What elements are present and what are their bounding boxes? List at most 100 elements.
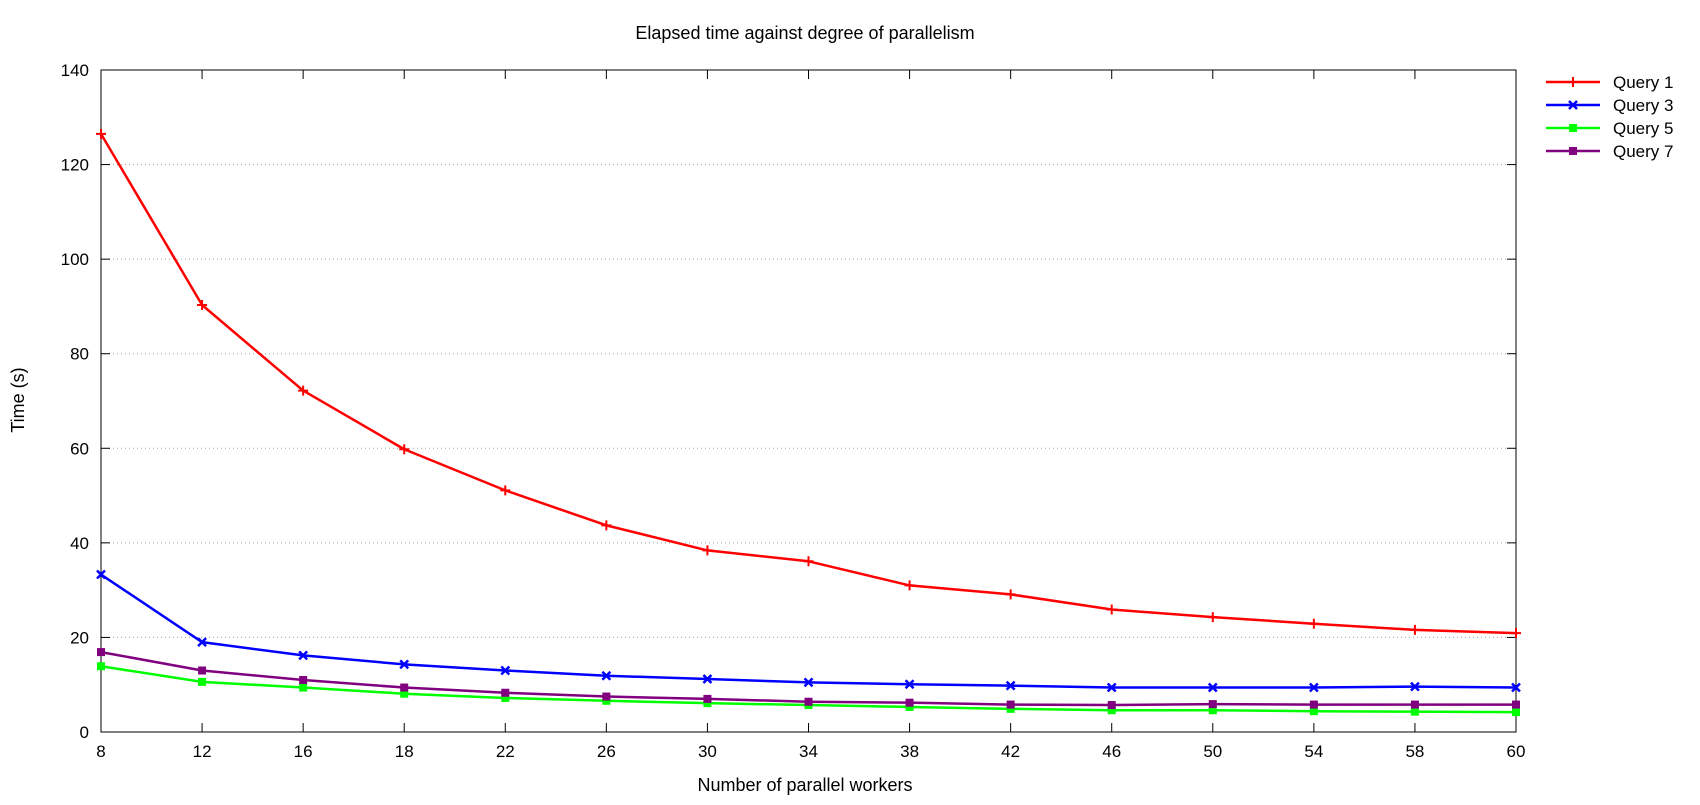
grid-lines (101, 164, 1516, 638)
y-tick-label: 0 (80, 723, 89, 742)
y-tick-label: 20 (70, 628, 89, 647)
point-marker (501, 688, 510, 697)
x-tick-label: 60 (1507, 742, 1526, 761)
point-marker (1410, 707, 1419, 716)
x-tick-label: 16 (294, 742, 313, 761)
x-tick-label: 46 (1102, 742, 1121, 761)
point-marker (803, 677, 814, 688)
point-marker (399, 659, 410, 670)
plot-border (100, 69, 1517, 733)
legend-item-query-7: Query 7 (1546, 142, 1673, 161)
y-tick-label: 120 (61, 156, 89, 175)
x-tick-label: 30 (698, 742, 717, 761)
point-marker (803, 556, 814, 567)
legend-label: Query 1 (1613, 73, 1673, 92)
point-marker (1106, 604, 1117, 615)
point-marker (198, 677, 207, 686)
series-line (100, 573, 1517, 689)
point-marker (602, 692, 611, 701)
point-marker (1005, 680, 1016, 691)
point-marker (1410, 700, 1419, 709)
x-tick-label: 26 (597, 742, 616, 761)
series-query-5 (97, 662, 1520, 717)
x-tick-label: 50 (1203, 742, 1222, 761)
point-marker (1207, 682, 1218, 693)
point-marker (1005, 589, 1016, 600)
point-marker (1308, 682, 1319, 693)
point-marker (1569, 124, 1577, 132)
point-marker (298, 385, 309, 396)
point-marker (1106, 682, 1117, 693)
chart-title: Elapsed time against degree of paralleli… (635, 23, 974, 43)
point-marker (298, 650, 309, 661)
y-tick-label: 100 (61, 250, 89, 269)
x-tick-label: 54 (1304, 742, 1323, 761)
series-query-1 (96, 128, 1521, 639)
point-marker (1006, 700, 1015, 709)
point-marker (703, 694, 712, 703)
point-marker (97, 662, 105, 671)
point-marker (197, 637, 207, 648)
y-tick-label: 140 (61, 61, 89, 80)
point-marker (1207, 612, 1218, 623)
series-query-3 (96, 569, 1521, 693)
point-marker (1511, 628, 1521, 639)
point-marker (400, 689, 409, 698)
point-marker (1512, 708, 1520, 717)
legend-label: Query 7 (1613, 142, 1673, 161)
point-marker (96, 128, 106, 139)
x-tick-label: 22 (496, 742, 515, 761)
point-marker (500, 665, 511, 676)
point-marker (1568, 100, 1578, 110)
x-tick-label: 38 (900, 742, 919, 761)
point-marker (1569, 147, 1577, 155)
x-axis-label: Number of parallel workers (697, 775, 912, 795)
point-marker (1568, 77, 1578, 87)
x-tick-label: 8 (96, 742, 105, 761)
x-tick-label: 34 (799, 742, 818, 761)
point-marker (703, 699, 712, 708)
point-marker (1409, 624, 1420, 635)
point-marker (905, 698, 914, 707)
point-marker (804, 697, 813, 706)
point-marker (905, 702, 914, 711)
legend-item-query-5: Query 5 (1546, 119, 1673, 138)
point-marker (601, 670, 612, 681)
point-marker (97, 648, 105, 657)
legend-label: Query 5 (1613, 119, 1673, 138)
point-marker (399, 444, 410, 455)
x-tick-label: 42 (1001, 742, 1020, 761)
x-tick-label: 18 (395, 742, 414, 761)
point-marker (1309, 707, 1318, 716)
legend-item-query-1: Query 1 (1546, 73, 1673, 92)
point-marker (702, 674, 713, 684)
point-marker (601, 520, 612, 531)
legend: Query 1 Query 3 Query 5 Query 7 (1546, 73, 1673, 161)
point-marker (299, 683, 308, 692)
x-tick-label: 58 (1405, 742, 1424, 761)
axes: 0 20 40 60 80 100 120 140 8 12 16 18 22 26 30 34 38 42 46 5… (61, 61, 1526, 761)
y-tick-label: 40 (70, 534, 89, 553)
point-marker (1107, 706, 1116, 715)
point-marker (96, 569, 106, 580)
point-marker (1410, 681, 1420, 692)
point-marker (501, 693, 510, 702)
point-marker (299, 675, 308, 684)
point-marker (400, 683, 409, 692)
point-marker (1308, 618, 1319, 629)
point-marker (904, 580, 915, 591)
point-marker (702, 545, 713, 556)
point-marker (904, 679, 915, 690)
point-marker (1309, 700, 1318, 709)
legend-label: Query 3 (1613, 96, 1673, 115)
legend-item-query-3: Query 3 (1546, 96, 1673, 115)
point-marker (602, 696, 611, 705)
point-marker (1208, 706, 1217, 715)
point-marker (198, 666, 207, 675)
y-tick-label: 60 (70, 439, 89, 458)
point-marker (1512, 700, 1520, 709)
series-line (100, 650, 1516, 707)
point-marker (1107, 701, 1116, 710)
